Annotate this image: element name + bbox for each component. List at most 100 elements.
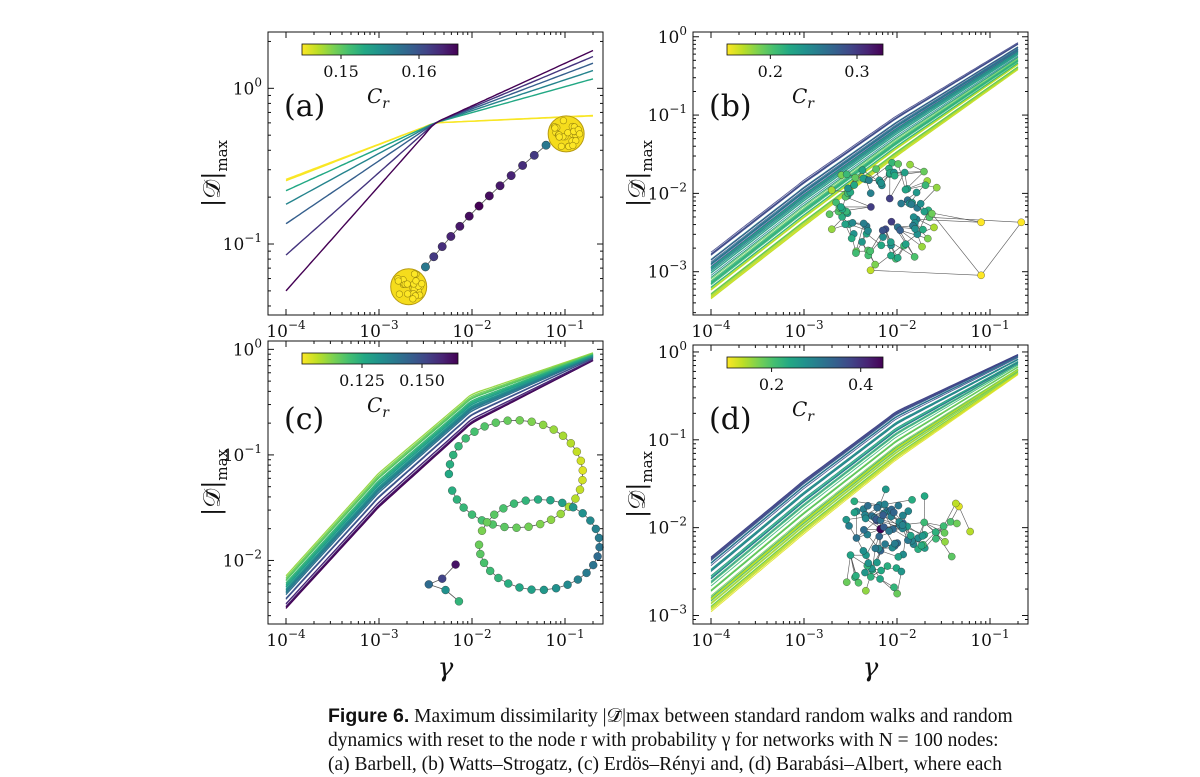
ws-node xyxy=(933,184,940,191)
ws-node xyxy=(867,267,874,274)
ws-node xyxy=(888,218,895,225)
figure-caption: Figure 6. Maximum dissimilarity |𝒟̄|max … xyxy=(328,704,1088,777)
series-line xyxy=(286,360,593,604)
ws-node xyxy=(879,227,886,234)
ba-node xyxy=(881,501,888,508)
er-node xyxy=(528,586,536,594)
er-node xyxy=(595,534,603,542)
ba-node xyxy=(860,526,867,533)
barbell-chain-node xyxy=(518,161,526,169)
series-line xyxy=(286,360,593,607)
x-tick-label: 10−3 xyxy=(784,318,823,342)
series-line xyxy=(286,361,593,609)
y-tick-label: 10−2 xyxy=(223,547,262,571)
er-node xyxy=(536,520,544,528)
colorbar xyxy=(302,353,458,364)
series-line xyxy=(286,361,593,608)
panel-label: (b) xyxy=(709,89,752,124)
ba-node xyxy=(932,529,939,536)
ws-node xyxy=(978,219,985,226)
ws-node xyxy=(924,235,931,242)
ba-node xyxy=(884,563,891,570)
ws-node xyxy=(826,211,833,218)
er-node xyxy=(525,523,533,531)
ba-node xyxy=(941,529,948,536)
ws-node xyxy=(930,224,937,231)
ba-node xyxy=(907,532,914,539)
ba-node xyxy=(953,520,960,527)
ws-node xyxy=(878,242,885,249)
ba-node xyxy=(865,559,872,566)
x-tick-label: 10−1 xyxy=(970,627,1009,651)
ws-edge xyxy=(929,217,1021,222)
x-tick-label: 10−2 xyxy=(877,318,916,342)
er-node xyxy=(557,510,565,518)
series-line xyxy=(286,356,593,588)
caption-line-3: (a) Barbell, (b) Watts–Strogatz, (c) Erd… xyxy=(328,753,1088,777)
y-axis-label: |𝒟̄|max xyxy=(623,450,656,517)
ws-node xyxy=(873,166,880,173)
barbell-chain-node xyxy=(542,141,550,149)
ba-node xyxy=(899,522,906,529)
ws-node xyxy=(902,241,909,248)
ba-node xyxy=(874,504,881,511)
series-line xyxy=(286,358,593,598)
ws-edge xyxy=(898,164,905,190)
ba-node xyxy=(894,590,901,597)
er-node xyxy=(539,421,547,429)
er-node xyxy=(492,419,500,427)
colorbar xyxy=(302,44,458,55)
er-node xyxy=(476,550,484,558)
caption-label: Figure 6. xyxy=(328,705,409,727)
x-tick-label: 10−2 xyxy=(877,627,916,651)
ws-node xyxy=(843,171,850,178)
er-node xyxy=(504,417,512,425)
er-node xyxy=(504,580,512,588)
ws-node xyxy=(921,208,928,215)
caption-line-2: dynamics with reset to the node r with p… xyxy=(328,729,1088,753)
ba-node xyxy=(898,568,905,575)
er-node xyxy=(510,500,518,508)
er-node xyxy=(452,561,460,569)
ba-node xyxy=(932,535,939,542)
er-node xyxy=(455,597,463,605)
ws-node xyxy=(918,243,925,250)
ba-node xyxy=(876,575,883,582)
barbell-chain-node xyxy=(456,222,464,230)
ws-node xyxy=(852,174,859,181)
series-line xyxy=(286,360,593,604)
ws-node xyxy=(917,200,924,207)
y-tick-label: 10−1 xyxy=(648,102,687,126)
ws-edge xyxy=(871,270,982,275)
ws-node xyxy=(851,181,858,188)
series-line xyxy=(286,51,593,291)
series-line xyxy=(286,355,593,586)
colorbar-label: Cr xyxy=(367,393,390,421)
er-node xyxy=(540,586,548,594)
series-line xyxy=(286,360,593,607)
ws-node xyxy=(897,227,904,234)
y-tick-label: 100 xyxy=(233,75,262,99)
barbell-chain-node xyxy=(438,242,446,250)
er-node xyxy=(468,511,476,519)
ba-node xyxy=(918,542,925,549)
barbell-clique-node xyxy=(404,291,411,298)
y-tick-label: 10−3 xyxy=(648,602,687,626)
ba-node xyxy=(948,553,955,560)
ws-node xyxy=(879,234,886,241)
ws-node xyxy=(872,261,879,268)
series-line xyxy=(286,360,593,605)
ws-node xyxy=(920,168,927,175)
er-node xyxy=(558,499,566,507)
series-line xyxy=(286,358,593,598)
ba-edge xyxy=(847,555,851,582)
ba-node xyxy=(891,540,898,547)
ba-node xyxy=(860,547,867,554)
er-node xyxy=(576,486,584,494)
barbell-clique-node xyxy=(560,117,567,124)
x-tick-label: 10−2 xyxy=(452,318,491,342)
y-tick-label: 10−1 xyxy=(223,231,262,255)
er-edge-2 xyxy=(429,565,459,602)
colorbar-tick-label: 0.4 xyxy=(848,375,873,394)
